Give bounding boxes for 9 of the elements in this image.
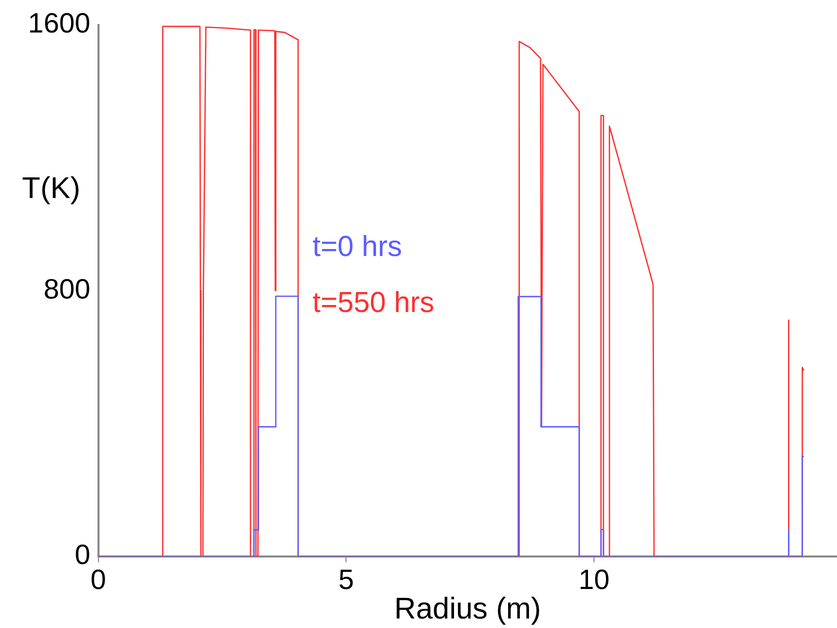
x-tick-label: 5 bbox=[338, 564, 354, 595]
y-axis-title: T(K) bbox=[22, 172, 80, 205]
y-tick-label: 800 bbox=[44, 273, 90, 304]
y-tick-label: 0 bbox=[74, 539, 90, 570]
series-label: t=550 hrs bbox=[312, 286, 434, 319]
series-label: t=0 hrs bbox=[312, 231, 402, 264]
x-tick-label: 10 bbox=[578, 564, 610, 595]
x-axis-title: Radius (m) bbox=[394, 592, 541, 626]
y-tick-label: 1600 bbox=[28, 8, 90, 39]
